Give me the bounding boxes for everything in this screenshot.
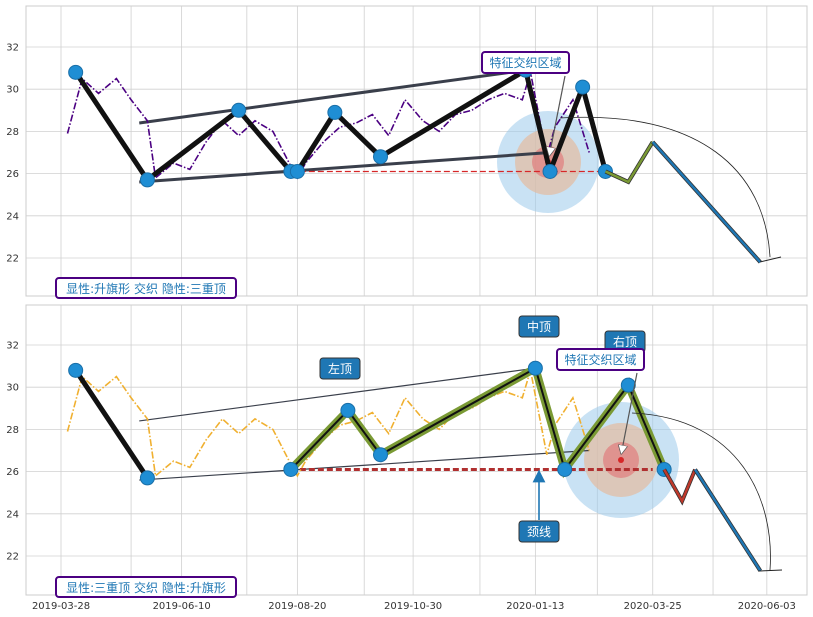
svg-text:显性:升旗形 交织 隐性:三重顶: 显性:升旗形 交织 隐性:三重顶 (66, 281, 226, 296)
svg-text:右顶: 右顶 (613, 334, 637, 349)
forecast-series (694, 468, 762, 572)
forecast-series (651, 141, 762, 264)
y-tick-label: 30 (6, 85, 19, 96)
x-tick-label: 2019-10-30 (384, 601, 442, 612)
y-tick-label: 26 (6, 169, 19, 180)
top-projection-arc (559, 116, 771, 258)
forecast-series (663, 468, 697, 504)
trend-line (139, 367, 536, 422)
pattern-point (139, 172, 155, 188)
price-series (66, 72, 590, 180)
y-tick-label: 22 (6, 254, 19, 265)
top-projection-cap (759, 256, 782, 263)
svg-text:特征交织区域: 特征交织区域 (564, 352, 636, 367)
y-tick-label: 32 (6, 341, 19, 352)
left-top-label: 左顶 (319, 357, 361, 380)
x-tick-label: 2019-08-20 (268, 601, 326, 612)
bottom-feature-label: 特征交织区域 (556, 348, 645, 371)
pattern-point (575, 79, 591, 95)
pattern-point (597, 163, 613, 179)
x-tick-label: 2020-01-13 (506, 601, 564, 612)
svg-text:颈线: 颈线 (527, 525, 551, 539)
pattern-point (139, 470, 155, 486)
forecast-series (604, 141, 654, 184)
top-panel-frame (25, 5, 808, 297)
pattern-point (542, 163, 558, 179)
pattern-point (373, 149, 389, 165)
top-annotation-arrow (550, 75, 566, 152)
y-tick-label: 28 (6, 127, 19, 138)
pattern-point (373, 447, 389, 463)
pattern-point (289, 163, 305, 179)
pattern-point (557, 461, 573, 477)
y-tick-label: 30 (6, 383, 19, 394)
y-tick-label: 26 (6, 467, 19, 478)
svg-text:显性:三重顶 交织 隐性:升旗形: 显性:三重顶 交织 隐性:升旗形 (66, 580, 226, 595)
pattern-point (68, 362, 84, 378)
bottom-pattern-caption: 显性:三重顶 交织 隐性:升旗形 (55, 576, 237, 598)
pattern-point (620, 377, 636, 393)
bottom-projection-arc (631, 412, 771, 571)
x-tick-label: 2020-06-03 (738, 601, 796, 612)
pattern-point (340, 402, 356, 418)
bottom-plot-area (66, 360, 762, 572)
trend-line (139, 151, 551, 184)
y-tick-label: 24 (6, 211, 19, 222)
y-tick-label: 24 (6, 509, 19, 520)
x-tick-label: 2020-03-25 (624, 601, 682, 612)
y-tick-label: 32 (6, 43, 19, 54)
trend-line (139, 449, 590, 481)
y-tick-label: 22 (6, 552, 19, 563)
pattern-point (327, 104, 343, 120)
price-series (66, 370, 590, 478)
pattern-point (231, 102, 247, 118)
top-feature-label: 特征交织区域 (481, 51, 570, 74)
svg-text:中顶: 中顶 (527, 319, 551, 334)
x-tick-label: 2019-03-28 (32, 601, 90, 612)
y-tick-label: 28 (6, 425, 19, 436)
svg-text:左顶: 左顶 (328, 361, 352, 376)
bottom-projection-cap (758, 569, 783, 572)
neckline-label: 颈线 (518, 520, 560, 543)
pattern-point (68, 64, 84, 80)
bottom-panel-frame (25, 304, 808, 596)
trend-line (139, 68, 526, 125)
x-tick-label: 2019-06-10 (153, 601, 211, 612)
pattern-line (73, 368, 150, 480)
middle-top-label: 中顶 (518, 315, 560, 338)
bottom-annotation-arrow (622, 372, 638, 450)
top-pattern-caption: 显性:升旗形 交织 隐性:三重顶 (55, 277, 237, 299)
pattern-point (527, 360, 543, 376)
pattern-point (283, 461, 299, 477)
svg-text:特征交织区域: 特征交织区域 (489, 55, 561, 70)
